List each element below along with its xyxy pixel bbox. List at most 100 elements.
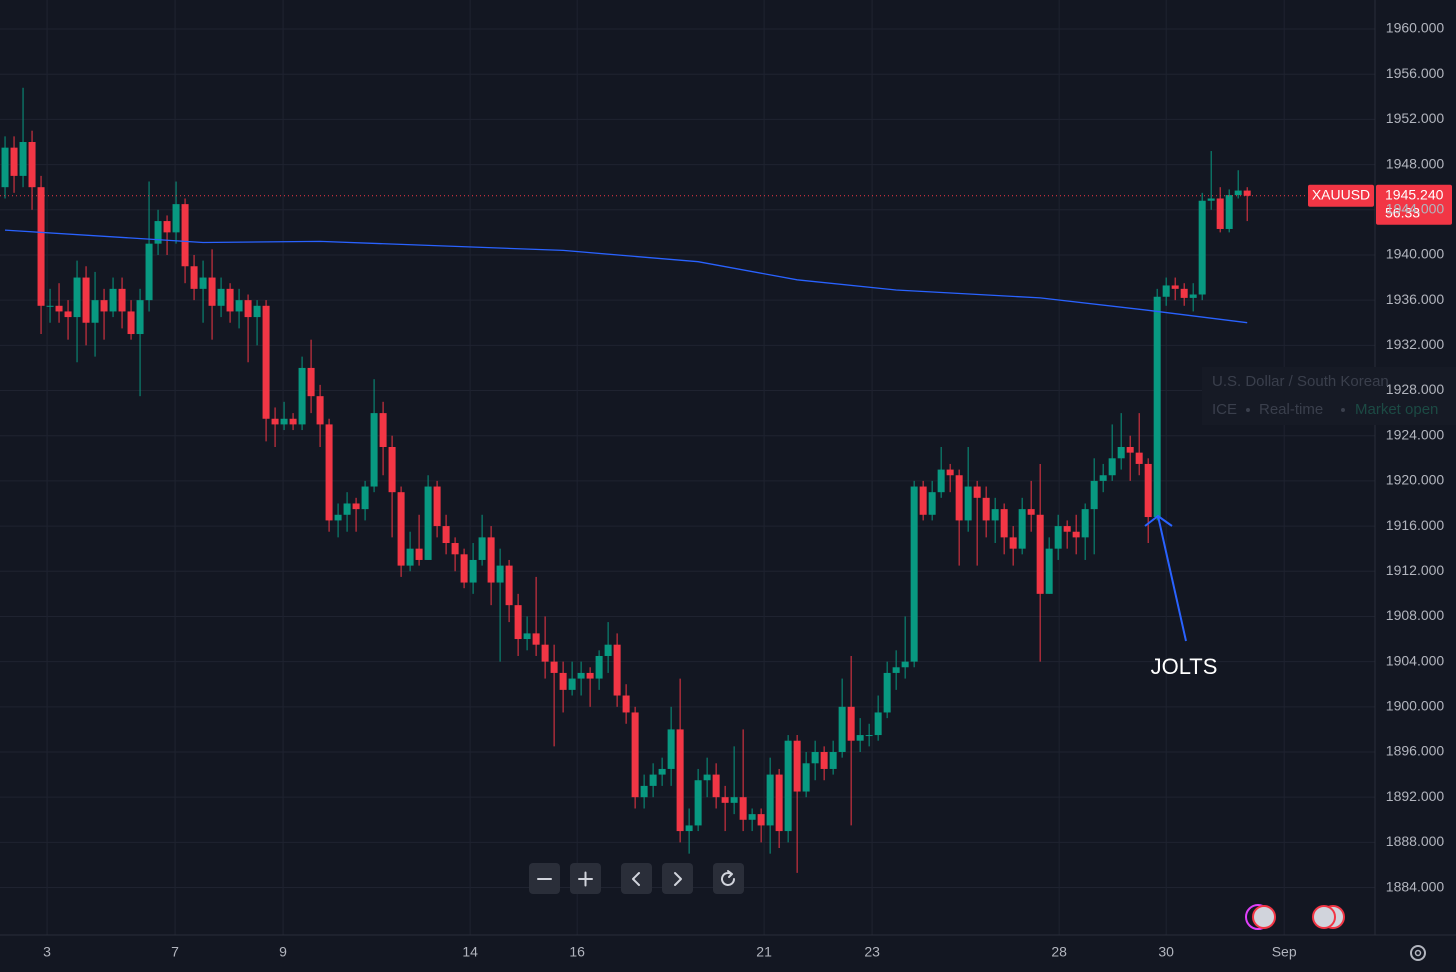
y-tick-label: 1924.000 — [1386, 426, 1445, 442]
candle-body — [127, 311, 135, 335]
candle-body — [946, 469, 954, 476]
candle-body — [145, 243, 153, 301]
candle-body — [901, 661, 909, 668]
y-tick-label: 1908.000 — [1386, 607, 1445, 623]
candle-body — [676, 729, 684, 832]
y-tick-label: 1940.000 — [1386, 246, 1445, 262]
candle-body — [352, 503, 360, 510]
annotation-arrow — [1144, 514, 1187, 642]
candle-body — [1108, 458, 1116, 476]
candle-body — [613, 644, 621, 696]
candle-body — [1117, 446, 1125, 459]
candle-body — [1072, 531, 1080, 538]
candle-body — [793, 740, 801, 792]
candle-body — [838, 706, 846, 752]
moving-average — [4, 229, 1248, 324]
y-tick-label: 1948.000 — [1386, 155, 1445, 171]
price-tag-box — [1376, 184, 1452, 225]
candle-body — [982, 497, 990, 521]
candle-body — [37, 187, 45, 306]
event-flag[interactable] — [1312, 905, 1336, 929]
candle-body — [334, 514, 342, 521]
candle-body — [190, 266, 198, 289]
candle-body — [100, 300, 108, 312]
candle-body — [550, 661, 558, 673]
y-tick-label: 1916.000 — [1386, 517, 1445, 533]
candle-body — [1234, 190, 1242, 196]
x-tick-label: 7 — [171, 944, 179, 960]
candle-body — [91, 300, 99, 323]
candle-body — [1243, 190, 1251, 196]
settings-icon[interactable] — [1410, 945, 1426, 961]
y-tick-label: 1956.000 — [1386, 65, 1445, 81]
candle-body — [739, 797, 747, 820]
candle-body — [595, 655, 603, 679]
candle-body — [586, 672, 594, 679]
x-tick-label: 28 — [1051, 944, 1067, 960]
x-tick-label: 14 — [462, 944, 478, 960]
candle-body — [226, 288, 234, 312]
candle-body — [991, 509, 999, 521]
candle-body — [253, 305, 261, 318]
y-tick-label: 1904.000 — [1386, 652, 1445, 668]
candle-body — [532, 633, 540, 645]
settings-gear[interactable] — [1410, 945, 1426, 961]
x-tick-label: 23 — [864, 944, 880, 960]
candle-body — [955, 475, 963, 521]
x-tick-label: 9 — [279, 944, 287, 960]
legend-box — [1202, 367, 1456, 425]
candle-body — [1171, 285, 1179, 289]
annotation-text: JOLTS — [1151, 654, 1218, 679]
candle-body — [325, 424, 333, 521]
candle-body — [1162, 285, 1170, 297]
candle-body — [442, 526, 450, 544]
reset-button[interactable] — [713, 863, 744, 894]
candle-body — [370, 413, 378, 487]
x-tick-label: Sep — [1272, 944, 1297, 960]
candle-body — [46, 305, 54, 307]
event-flag[interactable] — [1252, 905, 1276, 929]
zoom-in-button[interactable] — [570, 863, 601, 894]
candle-body — [28, 141, 36, 188]
candle-body — [1018, 509, 1026, 549]
candle-body — [640, 785, 648, 798]
candle-body — [721, 797, 729, 803]
candle-body — [568, 678, 576, 690]
candle-body — [1189, 294, 1197, 298]
legend-title: U.S. Dollar / South Korean — [1212, 373, 1389, 390]
candle-body — [541, 644, 549, 662]
candle-body — [406, 548, 414, 566]
candle-body — [1090, 480, 1098, 510]
candle-body — [811, 751, 819, 764]
candle-body — [1036, 514, 1044, 594]
x-tick-label: 16 — [569, 944, 585, 960]
candle-body — [109, 288, 117, 312]
scroll-right-button[interactable] — [662, 863, 693, 894]
candle-body — [10, 147, 18, 176]
candle-body — [235, 300, 243, 312]
separator — [1341, 408, 1345, 412]
candle-body — [874, 712, 882, 736]
grid — [0, 0, 1375, 935]
candle-body — [865, 735, 873, 737]
candles — [0, 87, 1375, 873]
y-tick-label: 1952.000 — [1386, 110, 1445, 126]
candle-body — [1198, 200, 1206, 295]
candle-body — [415, 548, 423, 560]
candle-body — [55, 305, 63, 312]
symbol-label: XAUUSD — [1312, 186, 1370, 202]
zoom-out-button[interactable] — [529, 863, 560, 894]
y-tick-label: 1944.000 — [1386, 200, 1445, 216]
candle-body — [928, 492, 936, 515]
candle-body — [820, 751, 828, 769]
y-tick-label: 1936.000 — [1386, 291, 1445, 307]
candle-body — [1, 147, 9, 188]
candle-body — [1216, 198, 1224, 229]
candle-body — [523, 633, 531, 640]
candle-body — [883, 672, 891, 713]
candle-body — [730, 797, 738, 803]
scroll-left-button[interactable] — [621, 863, 652, 894]
candle-body — [82, 277, 90, 323]
